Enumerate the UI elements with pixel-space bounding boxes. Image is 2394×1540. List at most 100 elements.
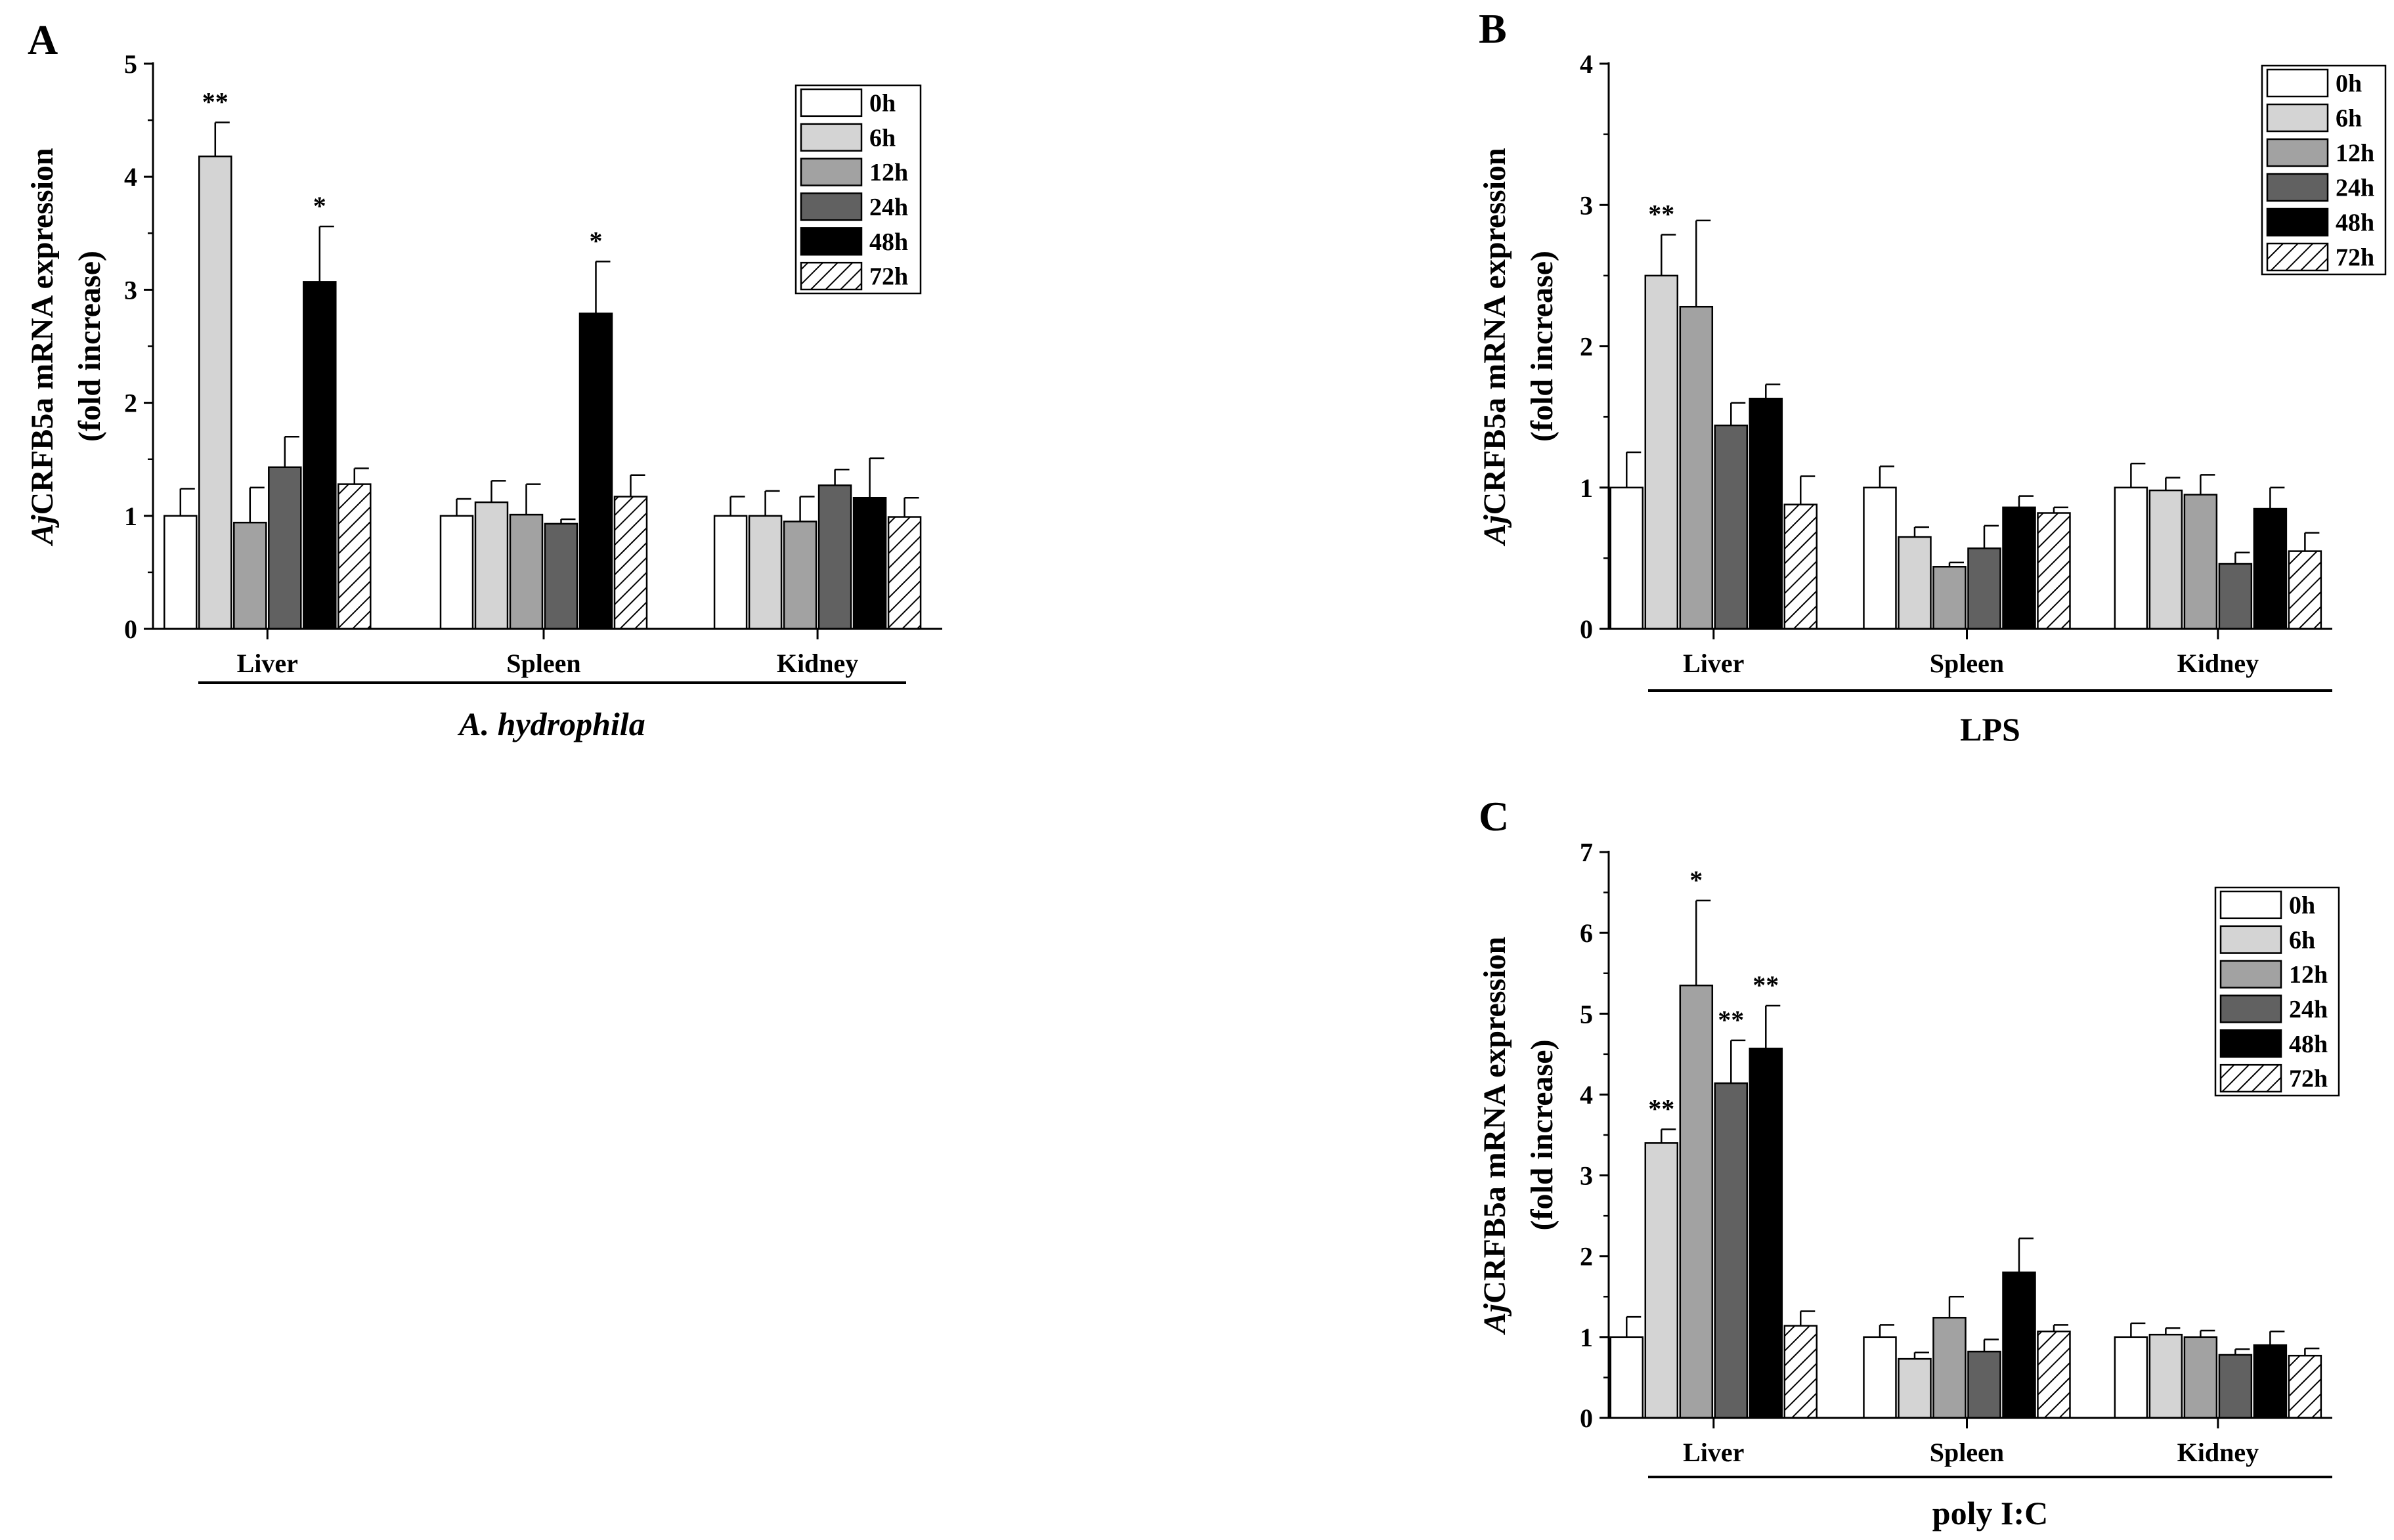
y-tick-label: 1 [1580,473,1593,503]
bar-kidney-72h [2288,550,2322,630]
bar-kidney-72h [887,516,922,630]
legend-label-0h: 0h [2336,70,2362,98]
bar-kidney-72h [2288,1354,2322,1419]
legend-label-6h: 6h [869,124,896,152]
legend-swatch-6h [2219,925,2282,954]
panel-b: B AjCRFB5a mRNA expression (fold increase)… [1477,5,2387,748]
y-tick-label: 0 [124,614,137,644]
legend-swatch-0h [2266,68,2329,98]
bar-liver-6h [1644,1142,1679,1419]
y-tick-label: 4 [124,162,137,192]
significance-mark: ** [1718,1005,1744,1035]
legend-label-6h: 6h [2336,105,2362,133]
legend-swatch-48h [2219,1029,2282,1058]
legend-label-0h: 0h [869,89,896,117]
bar-kidney-48h [2253,507,2288,630]
legend-label-12h: 12h [2289,961,2328,989]
legend-label-12h: 12h [869,159,908,186]
y-axis-label: AjCRFB5a mRNA expression [1477,937,1512,1335]
bar-liver-24h [1714,1082,1749,1419]
bar-kidney-0h [2114,486,2148,630]
bar-spleen-0h [439,515,474,630]
legend-swatch-24h [2219,995,2282,1023]
legend-label-48h: 48h [2289,1031,2328,1058]
bar-liver-12h [233,521,267,630]
legend-swatch-72h [800,261,863,291]
y-tick-label: 4 [1580,49,1593,79]
y-axis-label: AjCRFB5a mRNA expression [1477,148,1512,546]
significance-mark: ** [202,87,229,117]
category-label-kidney: Kidney [2177,1438,2259,1467]
bar-spleen-12h [1932,1317,1967,1419]
significance-mark: ** [1648,199,1674,228]
panel-letter: C [1479,793,1509,840]
y-tick-label: 3 [1580,1161,1593,1191]
bar-liver-6h [1644,274,1679,630]
significance-mark: * [313,191,326,221]
legend-swatch-6h [800,123,863,152]
legend-swatch-12h [2266,138,2329,167]
y-axis-label-line2: (fold increase) [1525,251,1559,442]
legend-swatch-72h [2219,1063,2282,1093]
legend-frame [2214,886,2340,1097]
y-tick-label: 0 [1580,1403,1593,1433]
legend-swatch-24h [800,192,863,221]
bar-liver-6h [198,155,232,630]
category-label-liver: Liver [1683,649,1744,678]
category-label-spleen: Spleen [506,649,580,678]
bar-kidney-0h [713,515,748,630]
legend-swatch-48h [2266,207,2329,237]
legend-swatch-0h [2219,890,2282,920]
bar-spleen-0h [1863,486,1897,630]
category-label-spleen: Spleen [1930,649,2004,678]
bar-kidney-12h [2183,1336,2218,1419]
bar-liver-48h [303,281,337,630]
bar-spleen-24h [1967,547,2001,630]
y-tick-label: 2 [1580,1242,1593,1272]
legend-frame [2261,64,2387,276]
legend-swatch-72h [2266,242,2329,272]
treatment-label: poly I:C [1932,1495,2048,1531]
y-tick-label: 6 [1580,918,1593,948]
y-tick-label: 3 [124,275,137,305]
bar-liver-12h [1679,984,1714,1419]
category-label-spleen: Spleen [1930,1438,2004,1467]
bar-spleen-72h [2037,1330,2071,1419]
category-label-kidney: Kidney [2177,649,2259,678]
legend-swatch-12h [800,158,863,186]
bar-liver-24h [268,466,302,630]
bar-spleen-48h [578,312,613,630]
y-axis-label-rest: CRFB5a mRNA expression [1477,148,1512,515]
bar-spleen-48h [2002,506,2036,630]
bar-spleen-0h [1863,1336,1897,1419]
treatment-label: LPS [1960,711,2020,748]
bar-liver-0h [163,515,198,630]
y-axis-label-italic: Aj [25,515,60,547]
bar-kidney-24h [2218,563,2253,630]
bar-liver-72h [1783,1325,1818,1419]
bar-liver-48h [1749,1047,1783,1419]
legend-swatch-6h [2266,103,2329,133]
y-axis-label-italic: Aj [1477,1303,1512,1335]
legend-label-12h: 12h [2336,140,2374,167]
legend-swatch-48h [800,227,863,256]
bar-liver-12h [1679,305,1714,630]
y-tick-label: 2 [1580,332,1593,362]
legend-label-6h: 6h [2289,926,2315,954]
category-label-kidney: Kidney [777,649,858,678]
legend-label-24h: 24h [2336,175,2374,202]
bar-kidney-48h [2253,1344,2288,1419]
legend-label-72h: 72h [2289,1065,2328,1093]
y-tick-label: 2 [124,389,137,418]
y-axis-label-line2: (fold increase) [72,251,107,442]
legend: 0h 6h 12h 24h 48h 72h [2214,886,2340,1097]
legend-swatch-0h [800,88,863,118]
bar-spleen-12h [1932,566,1967,630]
y-axis-label-italic: Aj [1477,515,1512,547]
significance-mark: ** [1752,970,1779,1000]
bar-liver-24h [1714,424,1749,630]
y-axis-label-rest: CRFB5a mRNA expression [25,148,60,515]
panel-c: C AjCRFB5a mRNA expression (fold increase)… [1477,793,2340,1531]
bar-kidney-24h [2218,1354,2253,1419]
legend: 0h 6h 12h 24h 48h 72h [2261,64,2387,276]
